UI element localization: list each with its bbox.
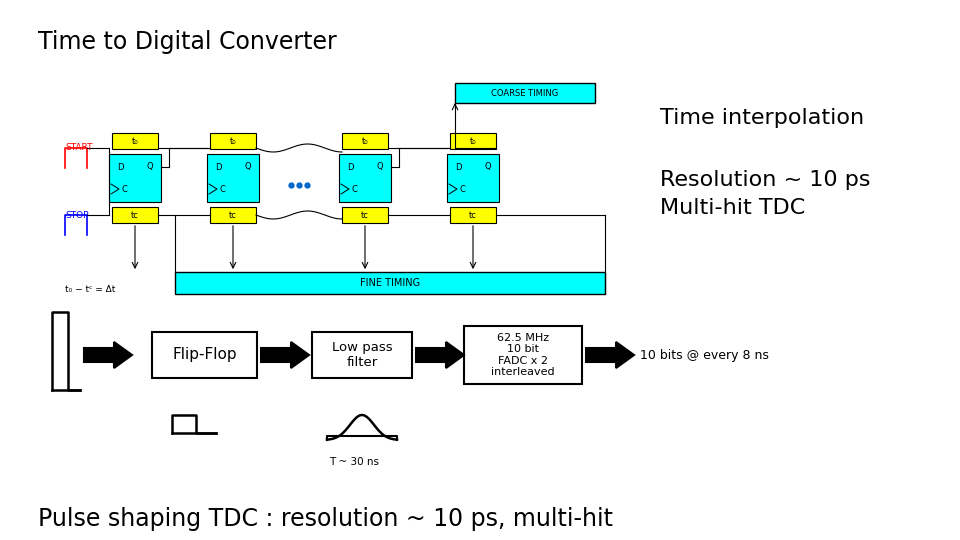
Text: t₀ − tᶜ = Δt: t₀ − tᶜ = Δt (65, 285, 115, 294)
Text: D: D (215, 163, 221, 172)
FancyBboxPatch shape (450, 207, 496, 223)
Text: tc: tc (361, 211, 369, 219)
Polygon shape (416, 342, 464, 368)
Text: T ~ 30 ns: T ~ 30 ns (329, 457, 379, 467)
FancyBboxPatch shape (455, 83, 595, 103)
FancyBboxPatch shape (112, 207, 158, 223)
FancyBboxPatch shape (207, 154, 259, 202)
Text: t₀: t₀ (132, 137, 138, 145)
Text: C: C (122, 185, 128, 193)
Text: 10 bits @ every 8 ns: 10 bits @ every 8 ns (640, 348, 769, 361)
Text: Flip-Flop: Flip-Flop (172, 348, 237, 362)
Text: Pulse shaping TDC : resolution ~ 10 ps, multi-hit: Pulse shaping TDC : resolution ~ 10 ps, … (38, 507, 613, 531)
Text: tc: tc (229, 211, 237, 219)
Text: t₀: t₀ (362, 137, 369, 145)
Text: D: D (455, 163, 461, 172)
Text: C: C (352, 185, 358, 193)
Text: COARSE TIMING: COARSE TIMING (492, 89, 559, 98)
Text: FINE TIMING: FINE TIMING (360, 278, 420, 288)
Text: STOP: STOP (65, 211, 88, 219)
Text: D: D (117, 163, 123, 172)
Polygon shape (586, 342, 634, 368)
FancyBboxPatch shape (312, 332, 412, 378)
FancyBboxPatch shape (339, 154, 391, 202)
FancyBboxPatch shape (109, 154, 161, 202)
Text: t₀: t₀ (229, 137, 236, 145)
Text: Multi-hit TDC: Multi-hit TDC (660, 198, 805, 218)
Text: START: START (65, 144, 92, 152)
FancyBboxPatch shape (447, 154, 499, 202)
FancyBboxPatch shape (112, 133, 158, 149)
Text: Q: Q (485, 163, 492, 172)
FancyBboxPatch shape (152, 332, 257, 378)
FancyBboxPatch shape (450, 133, 496, 149)
Text: 62.5 MHz
10 bit
FADC x 2
interleaved: 62.5 MHz 10 bit FADC x 2 interleaved (492, 333, 555, 377)
Text: tc: tc (469, 211, 477, 219)
FancyBboxPatch shape (464, 326, 582, 384)
FancyBboxPatch shape (210, 207, 256, 223)
Text: t₀: t₀ (469, 137, 476, 145)
Text: C: C (220, 185, 226, 193)
Text: Q: Q (245, 163, 252, 172)
Text: Time to Digital Converter: Time to Digital Converter (38, 30, 337, 54)
Text: Time interpolation: Time interpolation (660, 108, 864, 128)
Polygon shape (84, 342, 132, 368)
FancyBboxPatch shape (210, 133, 256, 149)
Text: Q: Q (147, 163, 154, 172)
Text: Low pass
filter: Low pass filter (332, 341, 393, 369)
FancyBboxPatch shape (175, 272, 605, 294)
Polygon shape (261, 342, 309, 368)
FancyBboxPatch shape (342, 133, 388, 149)
Text: Q: Q (376, 163, 383, 172)
Text: C: C (460, 185, 466, 193)
Text: tc: tc (132, 211, 139, 219)
FancyBboxPatch shape (342, 207, 388, 223)
Text: Resolution ~ 10 ps: Resolution ~ 10 ps (660, 170, 871, 190)
Text: D: D (347, 163, 353, 172)
